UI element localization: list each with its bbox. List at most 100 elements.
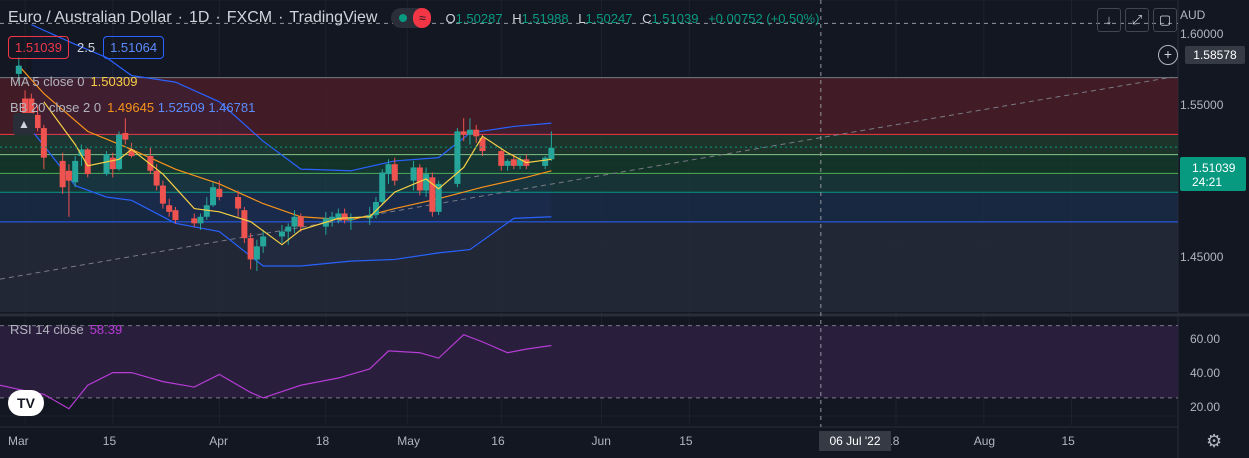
market-open-dot bbox=[399, 14, 408, 22]
time-tick: 16 bbox=[491, 434, 505, 448]
candle-body bbox=[510, 159, 517, 166]
candle-body bbox=[410, 167, 417, 181]
download-icon: ↓ bbox=[1105, 12, 1113, 27]
fullscreen-button[interactable]: ⤢ bbox=[1125, 8, 1149, 32]
time-tick: 15 bbox=[102, 434, 117, 448]
candle-body bbox=[297, 216, 304, 227]
candle-body bbox=[203, 205, 210, 217]
candle-body bbox=[40, 128, 47, 158]
candle-body bbox=[159, 185, 166, 204]
ma-legend[interactable]: MA 5 close 0 1.50309 bbox=[10, 74, 137, 89]
buy-button[interactable]: 1.51064 bbox=[103, 36, 165, 59]
candle-body bbox=[517, 159, 524, 166]
symbol-name[interactable]: Euro / Australian Dollar bbox=[8, 9, 172, 26]
candle-body bbox=[197, 216, 204, 224]
candle-body bbox=[260, 236, 267, 247]
candle-body bbox=[372, 201, 379, 216]
bb-lower-line bbox=[30, 129, 552, 267]
bb-basis-line bbox=[18, 65, 552, 221]
chart-header: Euro / Australian Dollar · 1D · FXCM · T… bbox=[8, 8, 825, 28]
collapse-legend-button[interactable]: ▲ bbox=[13, 113, 35, 135]
rsi-band bbox=[0, 325, 1178, 398]
candle-body bbox=[28, 98, 35, 114]
interval[interactable]: 1D bbox=[188, 9, 210, 26]
candle-body bbox=[253, 246, 260, 260]
rsi-tick: 60.00 bbox=[1190, 332, 1221, 346]
fullscreen-icon: ⤢ bbox=[1131, 12, 1143, 27]
bb-basis-value: 1.49645 bbox=[107, 100, 155, 115]
candle-body bbox=[122, 133, 129, 140]
trade-panel: 1.51039 2.5 1.51064 bbox=[8, 36, 165, 59]
candle-body bbox=[247, 238, 254, 260]
bar-countdown: 24:21 bbox=[1192, 175, 1223, 189]
low-value: 1.50247 bbox=[585, 10, 633, 26]
wave-icon: ≈ bbox=[413, 8, 432, 28]
bb-fill bbox=[31, 24, 552, 267]
candle-body bbox=[72, 160, 79, 183]
current-price: 1.51039 bbox=[1192, 161, 1236, 175]
candle-body bbox=[216, 188, 223, 198]
snapshot-button[interactable]: ▢ bbox=[1153, 8, 1177, 32]
tradingview-logo[interactable]: TV bbox=[8, 390, 44, 416]
high-value: 1.51988 bbox=[521, 10, 569, 26]
candle-body bbox=[466, 129, 473, 135]
bb-upper-value: 1.52509 bbox=[157, 100, 205, 115]
rsi-legend[interactable]: RSI 14 close 58.39 bbox=[10, 322, 122, 337]
candle-body bbox=[423, 174, 430, 191]
data-source: TradingView bbox=[289, 9, 378, 26]
crosshair-price-label: 1.58578 bbox=[1185, 46, 1245, 64]
candle-body bbox=[22, 98, 29, 115]
chevron-up-icon: ▲ bbox=[18, 117, 30, 131]
bb-legend[interactable]: BB 20 close 2 0 1.49645 1.52509 1.46781 bbox=[10, 100, 255, 115]
candle-body bbox=[241, 210, 248, 239]
candle-body bbox=[166, 205, 173, 212]
candle-body bbox=[78, 149, 85, 156]
bb-upper-line bbox=[31, 24, 552, 172]
candle-body bbox=[291, 216, 298, 227]
download-button[interactable]: ↓ bbox=[1097, 8, 1121, 32]
candle-body bbox=[59, 160, 66, 188]
header-separator: · bbox=[215, 9, 221, 26]
candle-body bbox=[278, 231, 285, 237]
price-tick: 1.45000 bbox=[1180, 250, 1224, 264]
market-status-toggle[interactable]: ≈ bbox=[391, 8, 432, 28]
current-price-label: 1.51039 24:21 bbox=[1180, 157, 1246, 191]
candle-body bbox=[435, 183, 442, 212]
candle-body bbox=[103, 154, 110, 175]
candle-body bbox=[335, 213, 342, 219]
currency-label[interactable]: AUD bbox=[1180, 8, 1206, 22]
sell-button[interactable]: 1.51039 bbox=[8, 36, 69, 59]
ohlc-values: O1.50287 H1.51988 L1.50247 C1.51039 +0.0… bbox=[445, 10, 820, 26]
candle-body bbox=[379, 172, 386, 202]
crosshair-date-label: 06 Jul '22 bbox=[819, 431, 891, 451]
ma-name: MA 5 close 0 bbox=[10, 74, 85, 89]
time-tick: Mar bbox=[8, 434, 29, 448]
time-tick: Aug bbox=[973, 434, 996, 448]
candle-body bbox=[347, 218, 354, 221]
rsi-tick: 20.00 bbox=[1190, 400, 1221, 414]
candle-body bbox=[285, 226, 292, 232]
fib-zone bbox=[0, 154, 1178, 174]
candle-body bbox=[385, 164, 392, 175]
close-value: 1.51039 bbox=[651, 10, 699, 26]
gear-icon[interactable]: ⚙ bbox=[1206, 431, 1223, 451]
snapshot-icon: ▢ bbox=[1158, 12, 1172, 27]
time-tick: 18 bbox=[315, 434, 330, 448]
candle-body bbox=[504, 160, 511, 166]
spread-value: 2.5 bbox=[77, 40, 96, 55]
add-icon[interactable]: + bbox=[1158, 45, 1178, 65]
candle-body bbox=[109, 157, 116, 170]
ma-value: 1.50309 bbox=[90, 74, 138, 89]
candle-body bbox=[416, 167, 423, 191]
rsi-tick: 40.00 bbox=[1190, 366, 1221, 380]
time-tick: Apr bbox=[209, 434, 228, 448]
rsi-name: RSI 14 close bbox=[10, 322, 84, 337]
candle-body bbox=[84, 149, 91, 175]
candle-body bbox=[391, 164, 398, 181]
fib-zone bbox=[0, 221, 1178, 312]
exchange: FXCM bbox=[226, 9, 273, 26]
candle-body bbox=[548, 147, 555, 160]
candle-body bbox=[542, 157, 549, 166]
candle-body bbox=[235, 197, 242, 209]
